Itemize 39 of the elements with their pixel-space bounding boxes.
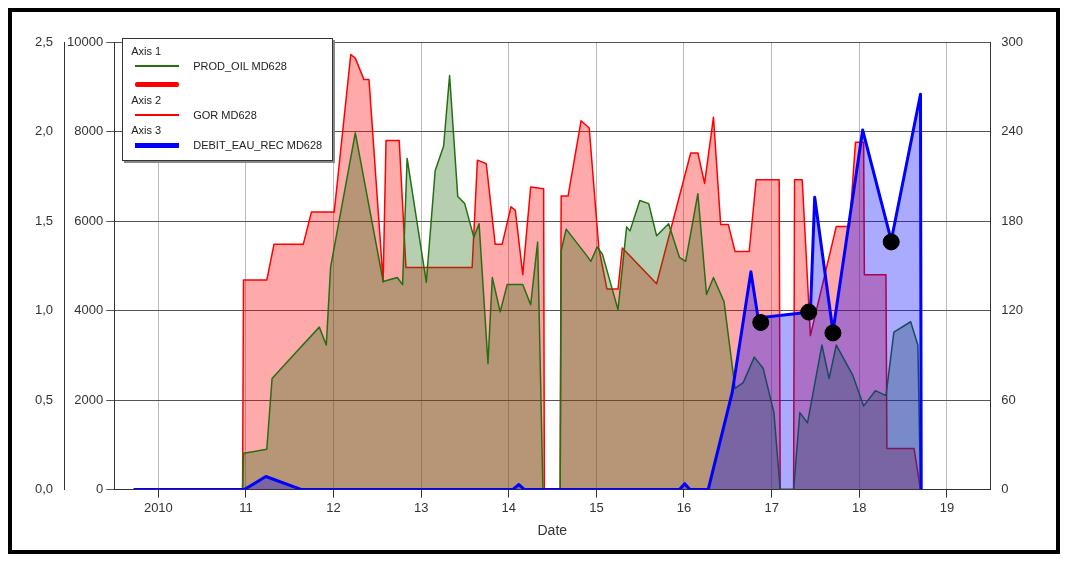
x-tick-label: 14: [501, 499, 517, 515]
x-tick-label: 17: [764, 499, 779, 515]
x-tick-label: 19: [939, 499, 955, 515]
x-tick-label: 11: [239, 499, 253, 515]
y-tick-label: 6000: [74, 212, 104, 228]
y3-tick-label: 60: [1001, 391, 1016, 407]
y2-tick-label: 1,5: [34, 212, 54, 228]
point: [752, 314, 770, 331]
point: [800, 303, 818, 321]
x-tick-label: 12: [326, 499, 341, 515]
x-tick-label: 18: [852, 499, 867, 515]
y2-tick-label: 0,0: [34, 481, 54, 497]
annotation: Axis 3: [131, 124, 163, 136]
x-tick-label: 13: [414, 499, 429, 515]
legend-label: DEBIT_EAU_REC MD628: [193, 139, 323, 151]
y2-tick-label: 2,5: [34, 33, 54, 49]
y3-tick-label: 120: [1001, 302, 1024, 318]
y-tick-label: 2000: [74, 391, 104, 407]
x-tick-label: 16: [676, 499, 692, 515]
y2-tick-label: 1,0: [34, 302, 54, 318]
y3-tick-label: 240: [1001, 123, 1024, 139]
point: [824, 324, 842, 342]
y2-tick-label: 2,0: [34, 123, 54, 139]
y3-tick-label: 0: [1001, 481, 1009, 497]
point: [882, 233, 900, 251]
y-tick-label: 0: [95, 481, 104, 497]
x-tick-label: 15: [589, 499, 604, 515]
y3-tick-label: 300: [1001, 33, 1024, 49]
legend-label: GOR MD628: [193, 109, 257, 121]
x-axis-title: Date: [537, 522, 568, 539]
y2-tick-label: 0,5: [34, 391, 54, 407]
y-tick-label: 10000: [67, 33, 104, 49]
legend-label: PROD_OIL MD628: [193, 60, 287, 72]
x-tick-label: 2010: [143, 499, 173, 515]
y-tick-label: 8000: [74, 123, 104, 139]
y-tick-label: 4000: [74, 302, 104, 318]
annotation: Axis 2: [131, 94, 163, 106]
annotation: Axis 1: [131, 45, 163, 57]
y3-tick-label: 180: [1001, 212, 1024, 228]
